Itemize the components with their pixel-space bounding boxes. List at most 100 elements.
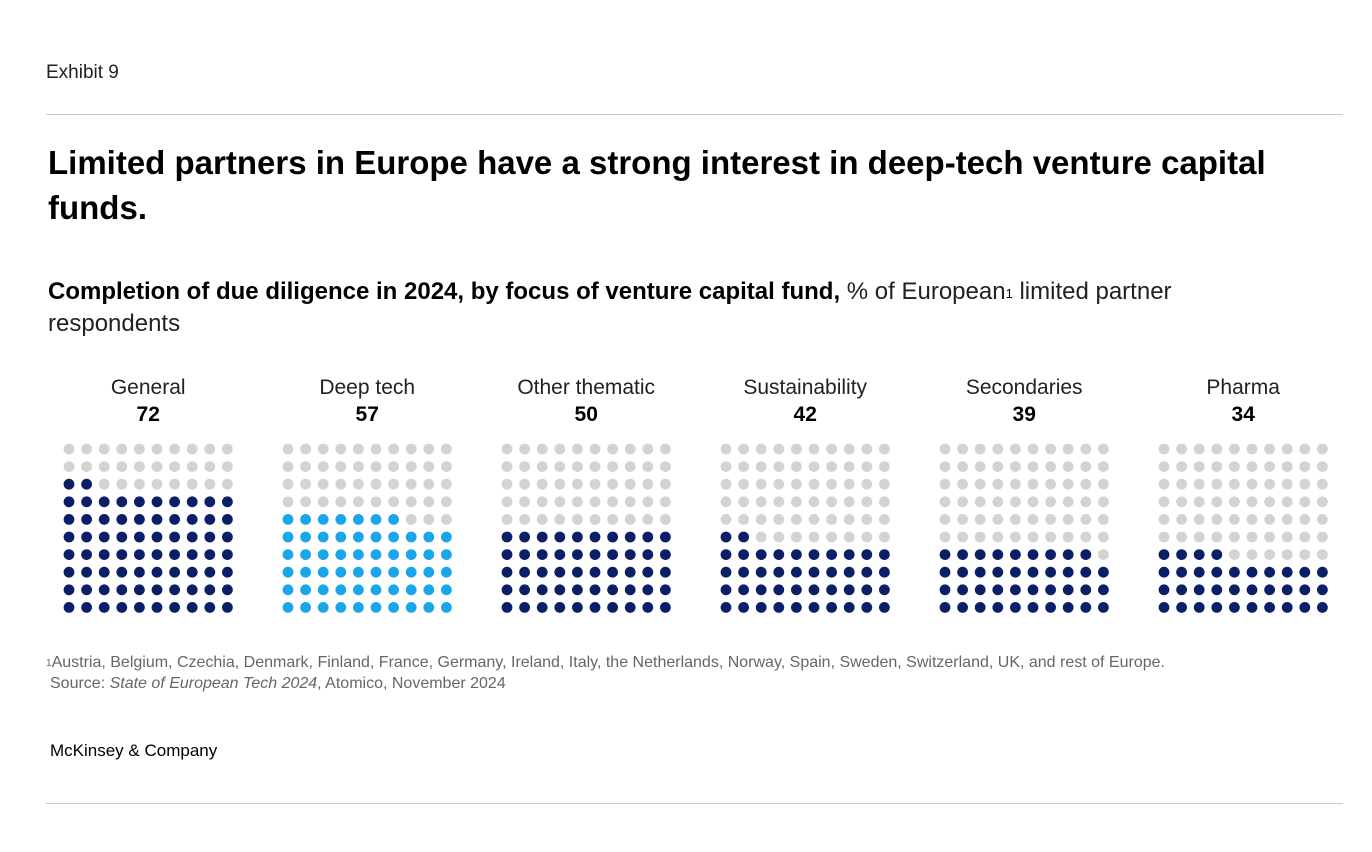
waffle-dot-filled <box>642 602 654 613</box>
waffle-dot-filled <box>370 584 382 596</box>
waffle-dot-empty <box>353 478 364 490</box>
waffle-dot-empty <box>1062 478 1074 490</box>
waffle-dot-empty <box>388 496 399 508</box>
waffle-dot-filled <box>317 602 329 613</box>
waffle-dot-filled <box>405 549 417 560</box>
waffle-dot-empty <box>441 514 452 525</box>
waffle-dot-filled <box>98 514 110 525</box>
waffle-dot-filled <box>957 602 968 613</box>
waffle-dot-filled <box>642 584 654 596</box>
waffle-dot-filled <box>335 531 347 543</box>
waffle-dot-filled <box>222 514 233 525</box>
category-label-deep-tech: Deep tech <box>319 376 415 399</box>
waffle-dot-filled <box>554 549 566 560</box>
waffle-dot-filled <box>222 566 233 578</box>
waffle-dot-filled <box>773 584 785 596</box>
waffle-dot-empty <box>317 443 329 455</box>
waffle-dot-filled <box>1211 566 1223 578</box>
waffle-dot-empty <box>624 461 636 472</box>
waffle-dot-filled <box>808 584 820 596</box>
waffle-dot-filled <box>405 531 417 543</box>
waffle-dot-empty <box>791 496 802 508</box>
waffle-dot-empty <box>992 496 1004 508</box>
waffle-dot-filled <box>169 584 181 596</box>
waffle-dot-filled <box>536 584 548 596</box>
waffle-dot-empty <box>957 478 968 490</box>
waffle-dot-filled <box>222 496 233 508</box>
waffle-secondaries: Secondaries 39 <box>939 376 1109 613</box>
waffle-dot-empty <box>134 478 145 490</box>
waffle-dot-empty <box>1045 496 1056 508</box>
waffle-dot-filled <box>186 584 198 596</box>
waffle-dot-empty <box>1010 478 1021 490</box>
waffle-dot-empty <box>1098 496 1109 508</box>
waffle-dot-filled <box>607 602 618 613</box>
waffle-dot-filled <box>519 566 530 578</box>
waffle-dot-empty <box>370 478 382 490</box>
waffle-dot-filled <box>116 531 128 543</box>
waffle-dot-empty <box>879 496 890 508</box>
waffle-dot-filled <box>1158 584 1170 596</box>
waffle-dot-empty <box>1211 461 1223 472</box>
waffle-dot-filled <box>116 584 128 596</box>
waffle-dot-filled <box>791 549 802 560</box>
waffle-dot-empty <box>755 496 767 508</box>
waffle-dot-empty <box>1027 443 1039 455</box>
waffle-dot-empty <box>843 478 855 490</box>
waffle-dot-filled <box>98 549 110 560</box>
waffle-dot-empty <box>151 478 163 490</box>
waffle-dot-empty <box>720 443 732 455</box>
waffle-dot-empty <box>755 461 767 472</box>
waffle-dot-empty <box>405 461 417 472</box>
waffle-dot-empty <box>1045 443 1056 455</box>
waffle-dot-filled <box>720 566 732 578</box>
waffle-dot-empty <box>423 443 435 455</box>
waffle-dot-filled <box>843 584 855 596</box>
waffle-dot-empty <box>1080 531 1092 543</box>
waffle-dot-filled <box>169 531 181 543</box>
waffle-dot-filled <box>974 566 986 578</box>
waffle-dot-empty <box>501 496 513 508</box>
waffle-dot-filled <box>589 602 601 613</box>
waffle-dot-filled <box>1176 549 1187 560</box>
waffle-dot-filled <box>572 584 583 596</box>
waffle-dot-filled <box>536 566 548 578</box>
waffle-dot-empty <box>1045 478 1056 490</box>
waffle-dot-filled <box>98 496 110 508</box>
waffle-dot-filled <box>222 602 233 613</box>
waffle-dot-filled <box>1264 584 1275 596</box>
waffle-dot-empty <box>169 478 181 490</box>
waffle-dot-empty <box>992 461 1004 472</box>
waffle-dot-filled <box>1246 584 1258 596</box>
waffle-dot-filled <box>151 531 163 543</box>
waffle-dot-empty <box>974 496 986 508</box>
waffle-dot-empty <box>1264 496 1275 508</box>
waffle-dot-empty <box>1176 496 1187 508</box>
waffle-dot-filled <box>773 602 785 613</box>
waffle-dot-empty <box>992 478 1004 490</box>
waffle-dot-empty <box>1281 549 1293 560</box>
waffle-dot-filled <box>624 531 636 543</box>
waffle-dot-empty <box>282 478 294 490</box>
waffle-dot-filled <box>134 602 145 613</box>
waffle-dot-empty <box>1211 496 1223 508</box>
waffle-dot-empty <box>1246 461 1258 472</box>
waffle-dot-filled <box>738 602 749 613</box>
waffle-dot-filled <box>63 496 75 508</box>
waffle-dot-empty <box>974 461 986 472</box>
waffle-dot-empty <box>738 461 749 472</box>
category-label-other-thematic: Other thematic <box>517 376 655 399</box>
waffle-dot-empty <box>1299 514 1311 525</box>
waffle-dot-empty <box>1176 514 1187 525</box>
waffle-dot-filled <box>98 566 110 578</box>
waffle-dot-empty <box>642 496 654 508</box>
waffle-dot-filled <box>1264 602 1275 613</box>
waffle-dot-empty <box>939 461 951 472</box>
waffle-dot-filled <box>501 602 513 613</box>
waffle-dot-filled <box>81 514 92 525</box>
waffle-dot-filled <box>939 584 951 596</box>
waffle-dot-empty <box>861 478 873 490</box>
waffle-dot-empty <box>282 461 294 472</box>
waffle-dot-filled <box>519 531 530 543</box>
waffle-dot-empty <box>1062 443 1074 455</box>
